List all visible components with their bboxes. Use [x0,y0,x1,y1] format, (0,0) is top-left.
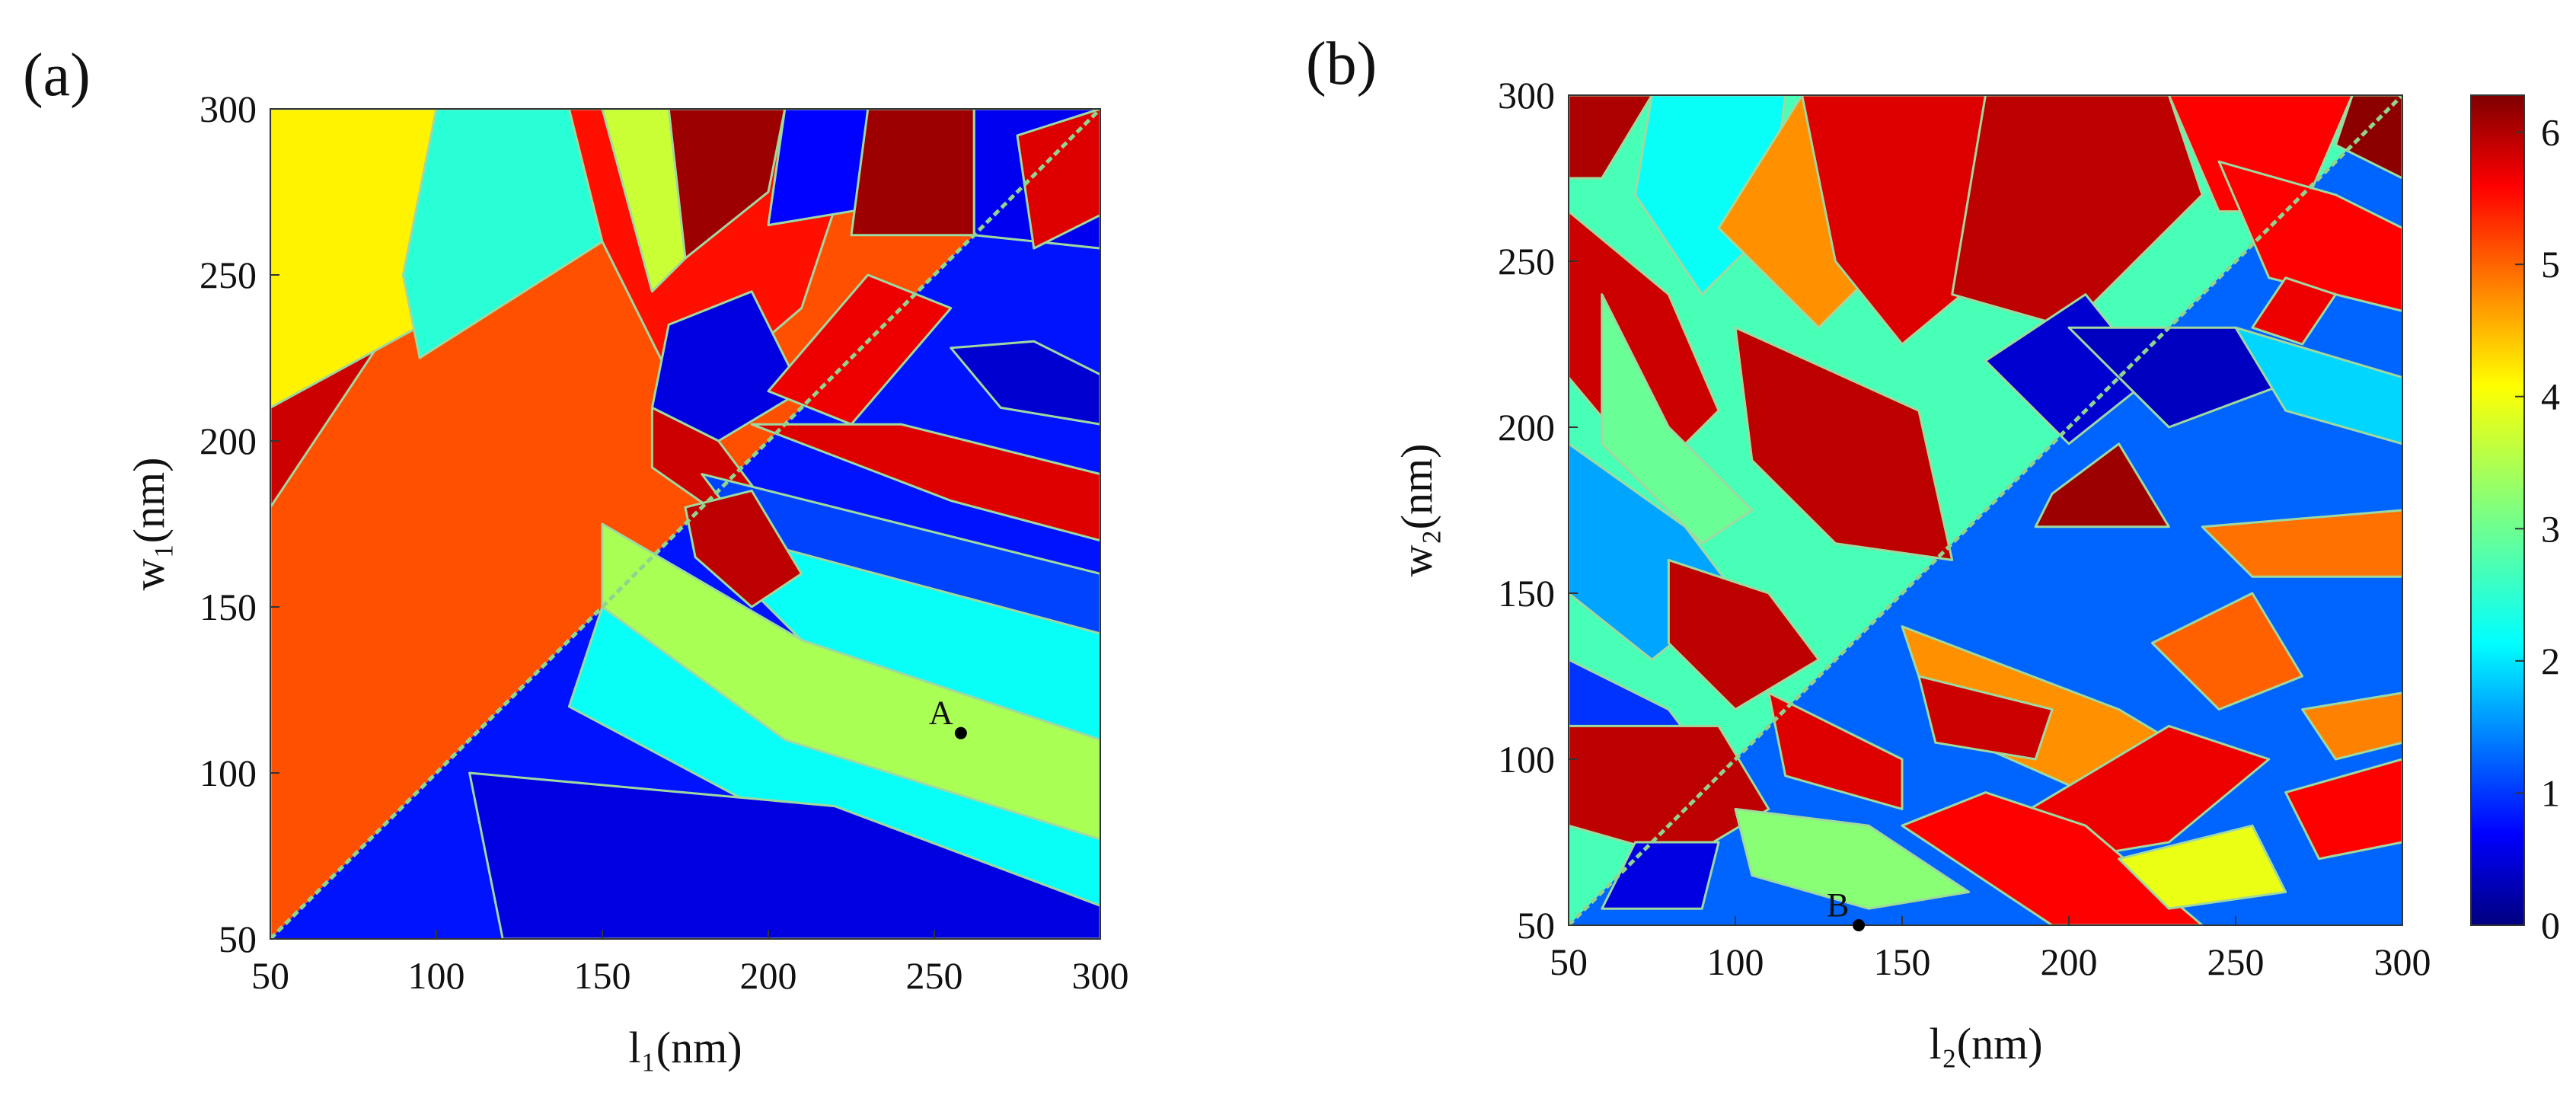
y-tick-label-a: 50 [219,918,257,960]
x-tick-label-b: 150 [1874,940,1931,983]
annotation-label-A: A [929,694,953,732]
heatmap-panel-b: (b) 50 100 150 200 250 300 50 100 150 200 250 300 l… [1306,30,2431,1068]
y-tick-label-a: 300 [200,88,257,130]
colorbar-tick-label: 4 [2541,375,2560,418]
y-axis-title-a: w₁(nm) [124,458,174,591]
heatmap-region-b-15 [1569,724,1770,861]
colorbar: 0 1 2 3 4 5 6 [2470,94,2560,947]
heatmap-region-b-33 [2251,276,2337,346]
y-tick-label-b: 150 [1498,572,1555,615]
heatmap-region-b-17 [2034,442,2170,528]
heatmap-area-b [1569,95,2402,925]
heatmap-region-a-20 [468,771,1100,939]
colorbar-gradient [2470,94,2525,926]
x-tick-label-b: 300 [2374,940,2431,983]
heatmap-region-b-19 [2217,160,2402,312]
annotation-point-A [954,726,967,739]
colorbar-tick-label: 6 [2541,111,2560,154]
heatmap-region-a-19 [567,605,1100,924]
heatmap-region-b-31 [2301,691,2402,761]
x-tick-label-a: 300 [1072,954,1129,997]
heatmap-region-b-9 [2334,95,2402,180]
x-axis-title-a: l₁(nm) [628,1023,742,1072]
x-tick-label-b: 200 [2041,940,2098,983]
x-tick-label-a: 150 [574,954,631,997]
heatmap-region-b-20 [2234,326,2402,445]
heatmap-region-b-25 [1767,691,1904,810]
colorbar-tick-label: 2 [2541,640,2560,682]
x-tick-label-a: 100 [408,954,465,997]
annotation-point-B [1853,919,1866,931]
ticks-a: 50 100 150 200 250 300 50 100 150 200 250 300 [200,88,1129,997]
heatmap-region-b-32 [1601,841,1720,910]
diagonal-boundary-a [270,109,1100,939]
y-tick-label-b: 100 [1498,738,1555,781]
x-axis-title-b: l₂(nm) [1929,1019,2042,1068]
x-tick-label-a: 200 [740,954,797,997]
y-tick-label-b: 300 [1498,74,1555,117]
heatmap-region-a-7 [667,109,787,260]
x-tick-label-b: 50 [1550,940,1588,983]
diagonal-boundary-b [1569,95,2402,925]
colorbar-tick-label: 1 [2541,771,2560,814]
y-tick-label-b: 250 [1498,240,1555,283]
x-tick-label-a: 50 [251,954,289,997]
colorbar-tick-label: 5 [2541,243,2560,286]
y-tick-label-b: 50 [1517,904,1555,947]
colorbar-tick-label: 3 [2541,507,2560,550]
y-tick-label-b: 200 [1498,406,1555,449]
ticks-b: 50 100 150 200 250 300 50 100 150 200 250 300 [1498,74,2431,983]
y-tick-label-a: 250 [200,254,257,296]
heatmap-region-b-22 [2151,592,2304,711]
heatmap-region-a-15 [750,423,1100,542]
y-tick-label-a: 150 [200,586,257,628]
x-tick-label-b: 100 [1707,940,1764,983]
heatmap-region-b-10 [1734,326,1954,561]
plot-frame-b [1568,94,2403,926]
y-tick-label-a: 200 [200,420,257,462]
heatmap-region-a-9 [850,109,975,237]
heatmap-panel-a: (a) 50 100 150 200 250 300 50 100 150 200 250 300 l… [23,42,1129,1072]
heatmap-region-b-11 [1601,293,1754,545]
x-tick-label-b: 250 [2207,940,2265,983]
heatmap-region-b-13 [1667,558,1820,711]
colorbar-tick-label: 0 [2541,904,2560,947]
heatmap-region-b-30 [2284,758,2402,861]
heatmap-region-b-27 [1734,807,1971,910]
heatmap-region-b-2 [1569,95,1653,180]
plot-frame-a [270,108,1101,940]
heatmap-region-b-21 [2201,509,2402,578]
x-tick-label-a: 250 [906,954,963,997]
heatmap-region-b-7 [1951,95,2204,329]
y-tick-label-a: 100 [200,752,257,794]
heatmap-region-b-24 [1917,675,2054,761]
heatmap-region-a-11 [1016,109,1100,250]
colorbar-ticks: 0 1 2 3 4 5 6 [2515,111,2560,947]
heatmap-region-a-22 [950,340,1100,426]
panel-label-a: (a) [23,42,91,109]
heatmap-region-b-29 [2118,824,2287,910]
heatmap-region-a-21 [684,489,803,608]
annotation-label-B: B [1827,886,1849,924]
heatmap-area-a [270,109,1100,939]
panel-label-b: (b) [1306,30,1377,97]
y-axis-title-b: w₂(nm) [1392,444,1441,577]
heatmap-region-a-12 [650,290,803,442]
